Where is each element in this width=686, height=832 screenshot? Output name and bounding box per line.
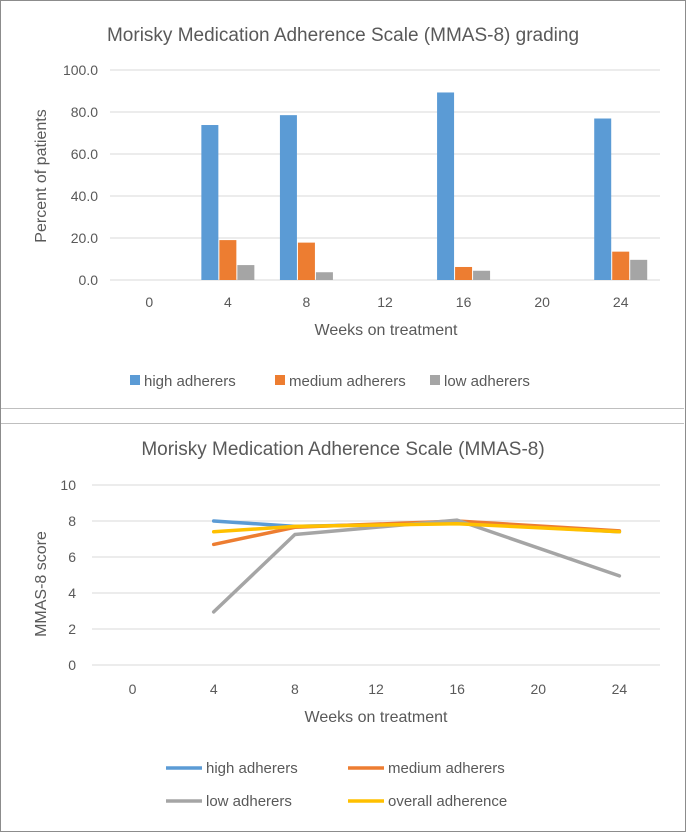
legend-swatch xyxy=(430,375,440,385)
line-chart-y-axis-title: MMAS-8 score xyxy=(33,531,50,637)
bar-chart-title: Morisky Medication Adherence Scale (MMAS… xyxy=(107,25,579,46)
line-chart-x-ticks: 0 4 8 12 16 20 24 xyxy=(129,681,628,697)
bar-chart-legend: high adherers medium adherers low adherers xyxy=(130,373,530,390)
bar-low-adherers xyxy=(315,272,333,280)
y-tick-label: 20.0 xyxy=(71,230,98,246)
bar-chart-grading: Morisky Medication Adherence Scale (MMAS… xyxy=(33,25,660,390)
line-chart-series xyxy=(211,518,622,614)
x-tick-label: 16 xyxy=(456,294,472,310)
bar-low-adherers xyxy=(473,270,491,280)
x-tick-label: 8 xyxy=(303,294,311,310)
line-chart-gridlines xyxy=(92,484,660,666)
y-tick-label: 6 xyxy=(68,549,76,565)
legend-swatch xyxy=(130,375,140,385)
x-tick-label: 24 xyxy=(612,681,628,697)
x-tick-label: 12 xyxy=(368,681,384,697)
y-tick-label: 10 xyxy=(60,477,76,493)
y-tick-label: 80.0 xyxy=(71,104,98,120)
bar-chart-gridlines xyxy=(110,69,660,281)
x-tick-label: 20 xyxy=(530,681,546,697)
bar-low-adherers xyxy=(630,259,648,280)
x-tick-label: 20 xyxy=(534,294,550,310)
bar-low-adherers xyxy=(237,265,255,280)
y-tick-label: 100.0 xyxy=(63,62,98,78)
legend-label: low adherers xyxy=(206,793,292,810)
x-tick-label: 16 xyxy=(449,681,465,697)
legend-label: medium adherers xyxy=(388,760,505,777)
y-tick-label: 0 xyxy=(68,657,76,673)
bar-chart-x-axis-title: Weeks on treatment xyxy=(315,322,458,339)
bar-high-adherers xyxy=(279,115,297,281)
line-chart-score: Morisky Medication Adherence Scale (MMAS… xyxy=(33,439,660,810)
bar-high-adherers xyxy=(594,118,612,280)
line-chart-title: Morisky Medication Adherence Scale (MMAS… xyxy=(141,439,544,460)
line-chart-y-ticks: 0 2 4 6 8 10 xyxy=(60,477,76,673)
y-tick-label: 8 xyxy=(68,513,76,529)
legend-label: high adherers xyxy=(144,373,236,390)
y-tick-label: 0.0 xyxy=(79,272,99,288)
bar-chart-y-axis-title: Percent of patients xyxy=(33,109,50,242)
x-tick-label: 0 xyxy=(129,681,137,697)
y-tick-label: 4 xyxy=(68,585,76,601)
y-tick-label: 60.0 xyxy=(71,146,98,162)
x-tick-label: 8 xyxy=(291,681,299,697)
line-low-adherers xyxy=(211,518,622,614)
x-tick-label: 0 xyxy=(145,294,153,310)
x-tick-label: 24 xyxy=(613,294,629,310)
bar-medium-adherers xyxy=(612,251,630,280)
y-tick-label: 2 xyxy=(68,621,76,637)
bar-high-adherers xyxy=(437,92,455,280)
legend-swatch xyxy=(275,375,285,385)
x-tick-label: 12 xyxy=(377,294,393,310)
x-tick-label: 4 xyxy=(210,681,218,697)
bar-chart-y-ticks: 0.0 20.0 40.0 60.0 80.0 100.0 xyxy=(63,62,98,288)
line-overall-adherence xyxy=(211,521,622,534)
x-tick-label: 4 xyxy=(224,294,232,310)
bar-medium-adherers xyxy=(455,266,473,280)
y-tick-label: 40.0 xyxy=(71,188,98,204)
legend-label: medium adherers xyxy=(289,373,406,390)
bar-chart-x-ticks: 0 4 8 12 16 20 24 xyxy=(145,294,628,310)
bar-medium-adherers xyxy=(219,240,237,280)
panel-divider xyxy=(1,408,684,424)
line-chart-x-axis-title: Weeks on treatment xyxy=(305,709,448,726)
legend-label: overall adherence xyxy=(388,793,507,810)
legend-label: high adherers xyxy=(206,760,298,777)
bar-chart-bars xyxy=(201,92,648,281)
line-chart-legend: high adherers medium adherers low adherers… xyxy=(166,760,507,810)
bar-high-adherers xyxy=(201,125,219,281)
legend-label: low adherers xyxy=(444,373,530,390)
bar-medium-adherers xyxy=(297,242,315,280)
